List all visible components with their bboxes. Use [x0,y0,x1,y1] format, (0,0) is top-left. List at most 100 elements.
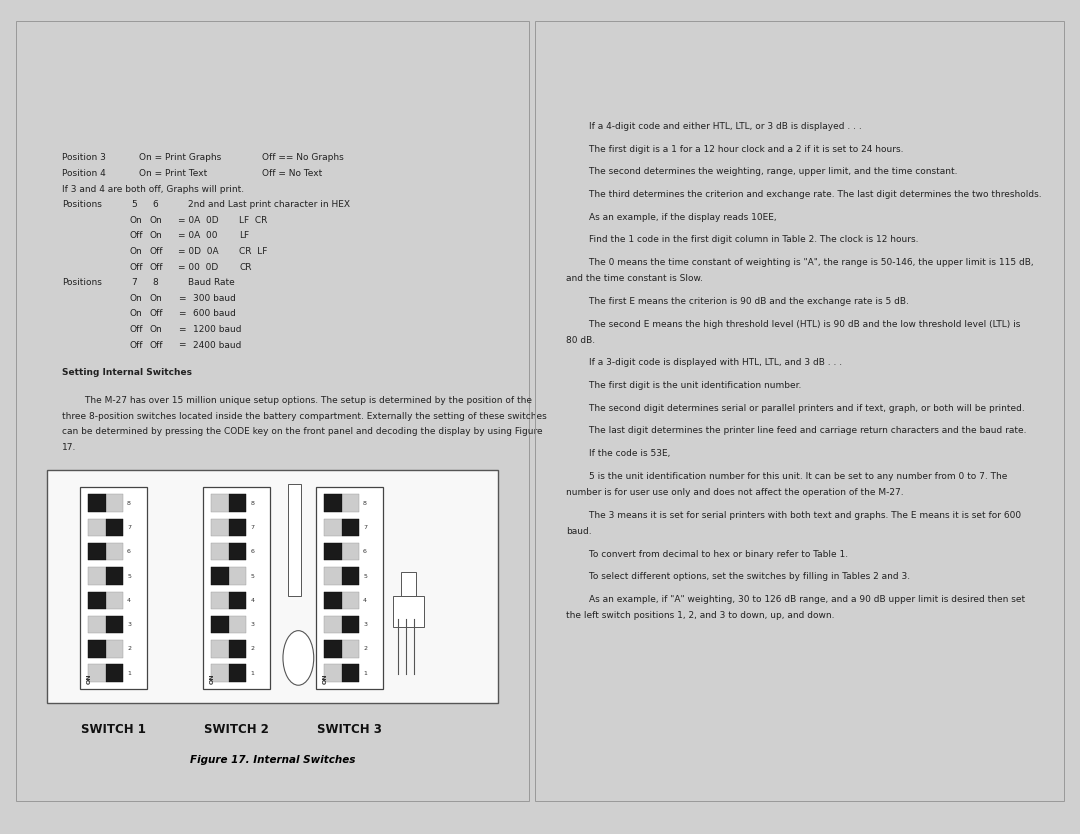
Text: 6: 6 [152,200,158,209]
Text: baud.: baud. [566,527,592,536]
Text: The second E means the high threshold level (HTL) is 90 dB and the low threshold: The second E means the high threshold le… [566,319,1021,329]
Bar [324,567,359,585]
Text: 5: 5 [132,200,137,209]
Text: = 0D  0A: = 0D 0A [178,247,218,256]
Bar [324,495,341,512]
Text: The 0 means the time constant of weighting is "A", the range is 50-146, the uppe: The 0 means the time constant of weighti… [566,258,1034,267]
Bar [229,640,246,657]
Bar [229,519,246,536]
Text: 1: 1 [363,671,367,676]
Bar [89,495,123,512]
Bar [229,591,246,609]
Text: 17.: 17. [63,443,77,452]
Text: and the time constant is Slow.: and the time constant is Slow. [566,274,703,284]
Text: 7: 7 [251,525,254,530]
Text: =: = [178,294,186,303]
Bar [89,543,123,560]
Text: If a 3-digit code is displayed with HTL, LTL, and 3 dB . . .: If a 3-digit code is displayed with HTL,… [566,359,842,368]
Text: Setting Internal Switches: Setting Internal Switches [63,368,192,377]
Bar [229,665,246,682]
Text: On: On [149,325,162,334]
Text: The first digit is a 1 for a 12 hour clock and a 2 if it is set to 24 hours.: The first digit is a 1 for a 12 hour clo… [566,145,904,153]
Text: 6: 6 [127,550,131,555]
Text: 1200 baud: 1200 baud [193,325,242,334]
Text: 1: 1 [127,671,131,676]
Text: 80 dB.: 80 dB. [566,336,595,345]
Bar [212,665,246,682]
Text: SWITCH 3: SWITCH 3 [318,722,382,736]
Text: 2nd and Last print character in HEX: 2nd and Last print character in HEX [188,200,350,209]
Ellipse shape [283,631,314,686]
Bar [89,640,123,657]
Text: The second determines the weighting, range, upper limit, and the time constant.: The second determines the weighting, ran… [566,168,958,177]
Text: =: = [178,325,186,334]
Bar [212,495,246,512]
Bar [89,640,106,657]
Bar [229,495,246,512]
Text: 8: 8 [152,279,158,287]
Bar [324,591,359,609]
Bar [89,665,123,682]
Bar [316,487,383,689]
Text: 8: 8 [363,500,367,505]
Text: 1: 1 [251,671,254,676]
Text: The first E means the criterion is 90 dB and the exchange rate is 5 dB.: The first E means the criterion is 90 dB… [566,297,909,306]
Bar [89,567,123,585]
Text: Baud Rate: Baud Rate [188,279,234,287]
Text: ON: ON [87,674,92,685]
Text: Find the 1 code in the first digit column in Table 2. The clock is 12 hours.: Find the 1 code in the first digit colum… [566,235,919,244]
Text: On: On [130,216,141,225]
Text: Off == No Graphs: Off == No Graphs [262,153,345,163]
Text: As an example, if "A" weighting, 30 to 126 dB range, and a 90 dB upper limit is : As an example, if "A" weighting, 30 to 1… [566,595,1026,604]
Bar [212,615,246,633]
Text: ON: ON [211,674,215,685]
Text: The second digit determines serial or parallel printers and if text, graph, or b: The second digit determines serial or pa… [566,404,1025,413]
Text: SWITCH 2: SWITCH 2 [204,722,269,736]
Bar [89,591,123,609]
Text: Positions: Positions [63,200,103,209]
Text: On = Print Text: On = Print Text [139,169,207,178]
Text: The third determines the criterion and exchange rate. The last digit determines : The third determines the criterion and e… [566,190,1042,199]
Text: ON: ON [323,674,328,685]
Text: Off: Off [130,263,143,272]
Text: 5: 5 [127,574,131,579]
Text: number is for user use only and does not affect the operation of the M-27.: number is for user use only and does not… [566,488,904,497]
Bar [106,519,123,536]
Bar [324,615,359,633]
Text: 4: 4 [251,598,254,603]
Text: Off: Off [130,325,143,334]
Text: 3: 3 [127,622,131,627]
Bar [229,543,246,560]
Text: =: = [178,309,186,319]
Text: Position 4: Position 4 [63,169,106,178]
Text: Off: Off [149,309,163,319]
Text: Positions: Positions [63,279,103,287]
Text: 6: 6 [251,550,254,555]
Bar [212,591,246,609]
Text: Off: Off [149,340,163,349]
Bar [341,519,359,536]
Text: = 00  0D: = 00 0D [178,263,218,272]
Text: 8: 8 [251,500,254,505]
Bar [106,665,123,682]
Bar [48,470,498,703]
Text: = 0A  0D: = 0A 0D [178,216,218,225]
Bar [324,543,359,560]
Bar [324,640,341,657]
Text: To convert from decimal to hex or binary refer to Table 1.: To convert from decimal to hex or binary… [566,550,849,559]
Bar [212,543,246,560]
Text: On: On [149,231,162,240]
Bar [324,665,359,682]
Text: 7: 7 [127,525,131,530]
Bar [324,640,359,657]
Text: 3: 3 [363,622,367,627]
Text: Off: Off [130,340,143,349]
Bar [324,519,359,536]
Text: 5: 5 [363,574,367,579]
Bar [212,640,246,657]
Bar [89,519,123,536]
Text: 6: 6 [363,550,367,555]
Bar [106,615,123,633]
Bar [80,487,147,689]
Text: three 8-position switches located inside the battery compartment. Externally the: three 8-position switches located inside… [63,411,548,420]
